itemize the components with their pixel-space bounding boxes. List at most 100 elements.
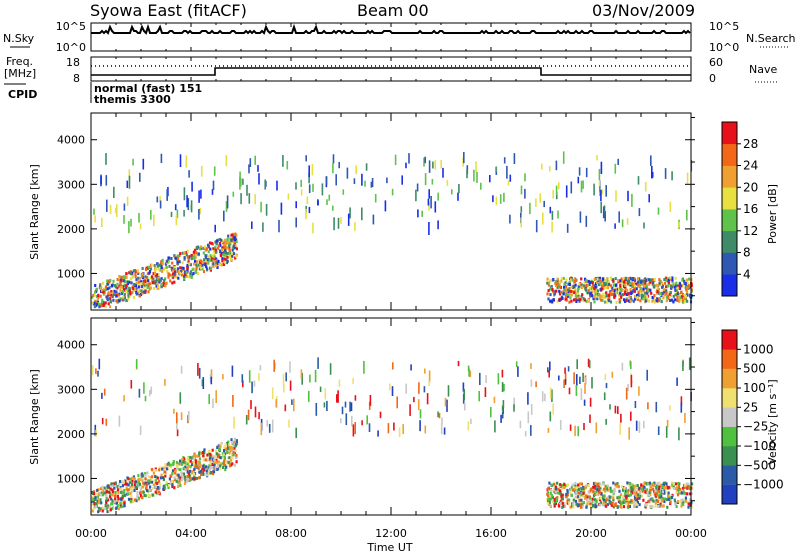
echo-cell xyxy=(107,498,110,502)
echo-cell xyxy=(657,490,660,493)
echo-cell xyxy=(137,285,140,289)
echo-cell xyxy=(169,273,172,277)
echo-cell xyxy=(229,445,232,449)
echo-cell xyxy=(391,386,394,396)
echo-cell xyxy=(503,192,505,202)
echo-cell xyxy=(363,360,365,374)
echo-cell xyxy=(427,198,430,206)
echo-cell xyxy=(254,406,257,418)
echo-cell xyxy=(123,292,126,296)
echo-cell xyxy=(677,484,680,488)
echo-cell xyxy=(603,494,606,498)
echo-cell xyxy=(211,263,214,267)
echo-cell xyxy=(92,507,95,511)
echo-cell xyxy=(145,485,148,489)
echo-cell xyxy=(587,490,590,494)
echo-cell xyxy=(226,441,229,445)
colorbar-segment xyxy=(722,187,737,210)
echo-cell xyxy=(207,250,210,254)
freq-unit: [MHz] xyxy=(4,67,36,80)
echo-cell xyxy=(670,496,674,499)
echo-cell xyxy=(130,499,133,503)
echo-cell xyxy=(678,299,681,303)
echo-cell xyxy=(181,261,184,265)
echo-cell xyxy=(225,447,228,451)
echo-cell xyxy=(684,296,687,300)
echo-cell xyxy=(149,485,152,489)
echo-cell xyxy=(678,221,680,228)
echo-cell xyxy=(194,248,197,252)
echo-cell xyxy=(106,484,109,488)
echo-cell xyxy=(632,299,635,303)
echo-cell xyxy=(338,379,341,387)
echo-cell xyxy=(153,271,157,275)
echo-cell xyxy=(207,261,210,265)
echo-cell xyxy=(138,388,141,398)
echo-cell xyxy=(636,277,640,281)
echo-cell xyxy=(228,451,231,455)
echo-cell xyxy=(647,493,651,497)
echo-cell xyxy=(268,423,271,433)
echo-cell xyxy=(266,420,268,427)
echo-cell xyxy=(660,300,663,304)
echo-cell xyxy=(683,491,686,495)
echo-cell xyxy=(648,278,651,282)
echo-cell xyxy=(608,291,611,295)
echo-cell xyxy=(671,171,673,181)
echo-cell xyxy=(603,281,606,285)
echo-cell xyxy=(162,466,165,470)
echo-cell xyxy=(213,252,216,256)
echo-cell xyxy=(113,289,116,293)
echo-cell xyxy=(600,161,603,174)
echo-cell xyxy=(98,358,101,370)
echo-cell xyxy=(207,449,210,453)
echo-cell xyxy=(165,467,169,471)
echo-cell xyxy=(332,205,334,211)
echo-cell xyxy=(576,489,579,492)
echo-cell xyxy=(587,358,590,367)
echo-cell xyxy=(231,246,234,250)
echo-cell xyxy=(669,299,672,302)
echo-cell xyxy=(189,263,192,267)
echo-cell xyxy=(115,501,118,505)
echo-cell xyxy=(656,504,660,508)
echo-cell xyxy=(104,287,107,291)
echo-cell xyxy=(161,467,164,471)
echo-cell xyxy=(612,279,615,283)
echo-cell xyxy=(551,389,553,402)
echo-cell xyxy=(682,503,685,507)
echo-cell xyxy=(198,367,201,379)
echo-cell xyxy=(178,260,181,264)
echo-cell xyxy=(594,493,597,497)
echo-cell xyxy=(601,189,603,195)
echo-cell xyxy=(248,164,250,174)
echo-cell xyxy=(189,272,192,276)
echo-cell xyxy=(164,474,167,478)
echo-cell xyxy=(179,154,182,167)
echo-cell xyxy=(417,399,420,410)
echo-cell xyxy=(646,291,649,295)
echo-cell xyxy=(638,277,641,281)
echo-cell xyxy=(354,395,357,401)
echo-cell xyxy=(95,302,98,306)
echo-cell xyxy=(565,492,568,496)
echo-cell xyxy=(93,301,96,305)
colorbar-tick-label: 100 xyxy=(743,381,766,395)
echo-cell xyxy=(617,406,619,414)
echo-cell xyxy=(672,294,675,298)
echo-cell xyxy=(190,200,193,213)
echo-cell xyxy=(635,499,638,503)
echo-cell xyxy=(226,246,229,250)
echo-cell xyxy=(580,489,583,493)
colorbar-tick-label: 4 xyxy=(743,267,751,281)
echo-cell xyxy=(679,490,682,494)
echo-cell xyxy=(324,388,327,400)
echo-cell xyxy=(665,295,668,299)
echo-cell xyxy=(194,259,197,263)
echo-cell xyxy=(171,281,174,285)
echo-cell xyxy=(93,490,96,494)
echo-cell xyxy=(588,501,591,505)
echo-cell xyxy=(200,189,202,199)
echo-cell xyxy=(94,302,97,306)
echo-cell xyxy=(157,490,161,494)
